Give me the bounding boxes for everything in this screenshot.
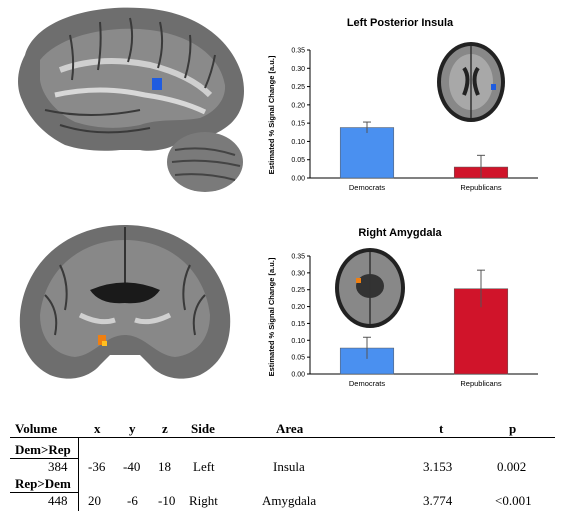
header-y: y bbox=[129, 421, 136, 436]
y-tick-label: 0.10 bbox=[291, 139, 305, 146]
y-tick-label: 0.30 bbox=[291, 66, 305, 73]
axial-brain-inset bbox=[335, 248, 405, 328]
x-tick-label: Democrats bbox=[349, 379, 386, 388]
y-axis-label: Estimated % Signal Change [a.u.] bbox=[267, 257, 276, 376]
header-area: Area bbox=[276, 421, 304, 436]
y-tick-label: 0.05 bbox=[291, 355, 305, 362]
y-tick-label: 0.15 bbox=[291, 121, 305, 128]
y-tick-label: 0.00 bbox=[291, 372, 305, 379]
cell-side: Left bbox=[193, 459, 215, 474]
chart-title: Right Amygdala bbox=[358, 227, 442, 239]
cell-z: 18 bbox=[158, 459, 171, 474]
cell-y: -40 bbox=[123, 459, 141, 474]
group-label-dem-rep: Dem>Rep bbox=[15, 442, 71, 457]
cell-volume: 384 bbox=[48, 459, 68, 474]
cell-area: Insula bbox=[273, 459, 305, 474]
group-label-rep-dem: Rep>Dem bbox=[15, 476, 71, 491]
cell-area: Amygdala bbox=[262, 493, 317, 508]
x-tick-label: Democrats bbox=[349, 183, 386, 192]
cell-volume: 448 bbox=[48, 493, 68, 508]
plot-area: 0.00 0.05 0.10 0.15 0.20 0.25 0.30 0.35 Democrat… bbox=[291, 254, 538, 388]
bar-chart-left-posterior-insula: Left Posterior Insula Estimated % Signal… bbox=[267, 17, 538, 192]
axial-brain-inset bbox=[437, 42, 505, 122]
cell-p: <0.001 bbox=[495, 493, 532, 508]
table-column-rule bbox=[78, 437, 79, 511]
y-tick-label: 0.00 bbox=[291, 176, 305, 183]
group-rule bbox=[10, 458, 78, 459]
y-tick-label: 0.15 bbox=[291, 321, 305, 328]
y-tick-label: 0.20 bbox=[291, 102, 305, 109]
table-top-rule bbox=[10, 437, 555, 438]
bar-democrats bbox=[339, 127, 395, 179]
cell-x: -36 bbox=[88, 459, 106, 474]
x-tick-label: Republicans bbox=[460, 183, 502, 192]
y-axis-label: Estimated % Signal Change [a.u.] bbox=[267, 55, 276, 174]
header-p: p bbox=[509, 421, 517, 436]
header-t: t bbox=[439, 421, 444, 436]
y-tick-label: 0.35 bbox=[291, 254, 305, 261]
header-side: Side bbox=[191, 421, 215, 436]
cell-x: 20 bbox=[88, 493, 101, 508]
cell-p: 0.002 bbox=[497, 459, 527, 474]
header-volume: Volume bbox=[15, 421, 58, 436]
y-tick-label: 0.30 bbox=[291, 270, 305, 277]
y-tick-label: 0.20 bbox=[291, 304, 305, 311]
y-tick-label: 0.10 bbox=[291, 338, 305, 345]
bar-chart-right-amygdala: Right Amygdala Estimated % Signal Change… bbox=[267, 227, 538, 388]
header-z: z bbox=[162, 421, 168, 436]
cell-z: -10 bbox=[158, 493, 176, 508]
cell-t: 3.153 bbox=[423, 459, 453, 474]
sagittal-brain-image bbox=[0, 0, 250, 205]
header-x: x bbox=[94, 421, 101, 436]
plot-area: 0.00 0.05 0.10 0.15 0.20 0.25 0.30 0.35 Democrat… bbox=[291, 48, 538, 192]
cell-side: Right bbox=[189, 493, 218, 508]
group-rule bbox=[10, 492, 78, 493]
x-tick-label: Republicans bbox=[460, 379, 502, 388]
cell-t: 3.774 bbox=[423, 493, 453, 508]
y-tick-label: 0.25 bbox=[291, 287, 305, 294]
y-tick-label: 0.35 bbox=[291, 48, 305, 55]
y-tick-label: 0.25 bbox=[291, 84, 305, 91]
y-tick-label: 0.05 bbox=[291, 157, 305, 164]
cell-y: -6 bbox=[127, 493, 138, 508]
coronal-brain-image bbox=[0, 215, 250, 415]
chart-title: Left Posterior Insula bbox=[347, 17, 454, 29]
